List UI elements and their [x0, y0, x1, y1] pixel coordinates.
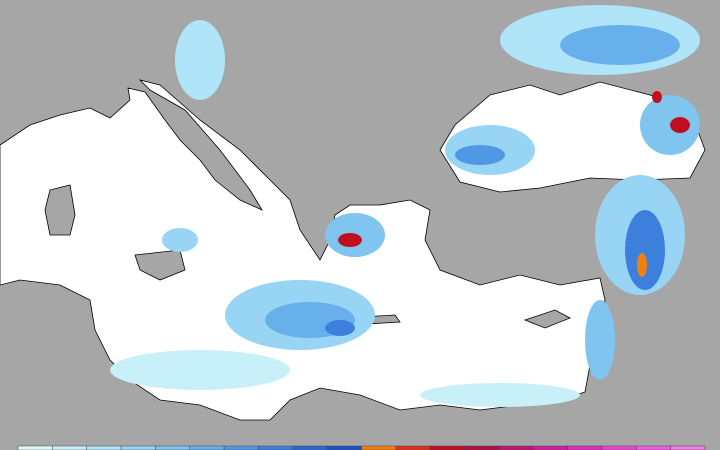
colorbar-swatch [636, 445, 671, 450]
colorbar-swatch [189, 445, 225, 450]
rain-core [637, 253, 647, 277]
colorbar-swatch [155, 445, 190, 450]
rain-area [560, 25, 680, 65]
sardinia [44, 184, 76, 236]
colorbar-swatch [361, 445, 397, 450]
precipitation [110, 5, 700, 407]
rain-area [162, 228, 198, 252]
rain-area [625, 210, 665, 290]
rain-area [325, 320, 355, 336]
colorbar-swatch [292, 445, 328, 450]
cyprus [523, 309, 571, 329]
colorbar-swatch [52, 445, 87, 450]
colorbar-swatch [429, 445, 465, 450]
colorbar-swatch [326, 445, 362, 450]
rain-core [670, 117, 690, 133]
rain-core [652, 91, 662, 103]
colorbar-swatch [601, 445, 637, 450]
mediterranean-sea [0, 79, 606, 421]
colorbar-swatch [223, 445, 259, 450]
colorbar-swatch [17, 445, 53, 450]
rain-area [175, 20, 225, 100]
colorbar-swatch [464, 445, 500, 450]
rain-area [420, 383, 580, 407]
colorbar-swatch [670, 445, 706, 450]
rain-area [585, 300, 615, 380]
colorbar-swatch [567, 445, 603, 450]
colorbar-swatch [86, 445, 122, 450]
colorbar-swatch [395, 445, 431, 450]
rain-area [455, 145, 505, 165]
colorbar-swatch [533, 445, 568, 450]
rain-core [338, 233, 362, 247]
colorbar-swatch [498, 445, 534, 450]
rain-area [110, 350, 290, 390]
colorbar-swatch [258, 445, 294, 450]
colorbar-swatch [120, 445, 156, 450]
colorbar [17, 445, 706, 450]
